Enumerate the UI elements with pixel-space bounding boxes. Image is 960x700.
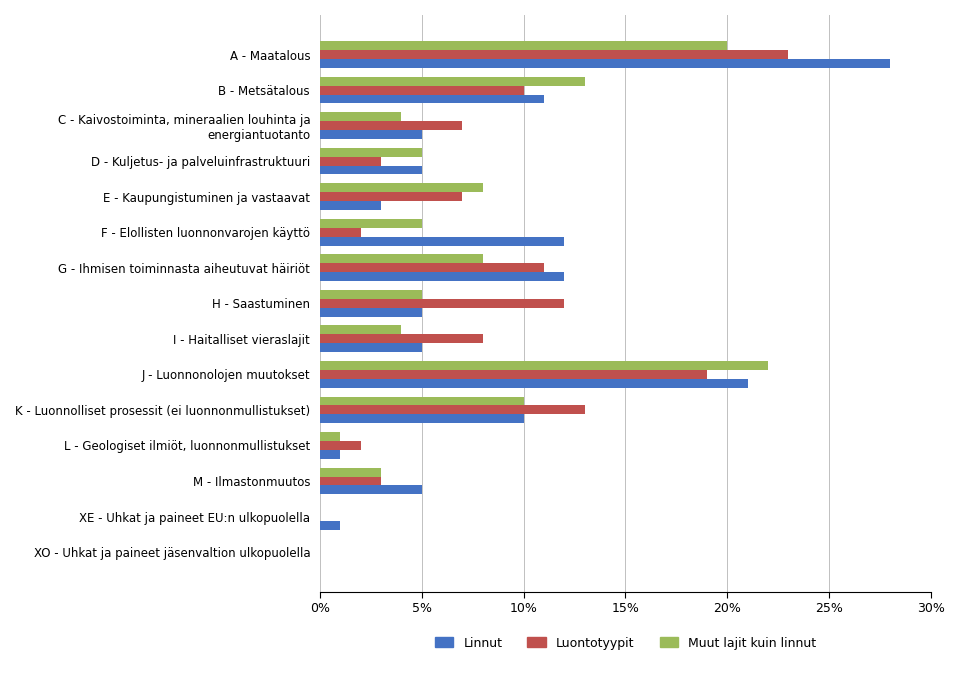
- Bar: [320, 121, 463, 130]
- Bar: [320, 370, 707, 379]
- Bar: [320, 193, 463, 201]
- Bar: [320, 299, 564, 308]
- Bar: [320, 361, 768, 370]
- Bar: [320, 130, 421, 139]
- Bar: [320, 379, 748, 388]
- Bar: [320, 94, 544, 104]
- Bar: [320, 335, 483, 343]
- Bar: [320, 414, 523, 424]
- Bar: [320, 237, 564, 246]
- Bar: [320, 290, 421, 299]
- Legend: Linnut, Luontotyypit, Muut lajit kuin linnut: Linnut, Luontotyypit, Muut lajit kuin li…: [429, 631, 822, 654]
- Bar: [320, 219, 421, 228]
- Bar: [320, 254, 483, 263]
- Bar: [320, 77, 585, 85]
- Bar: [320, 405, 585, 414]
- Bar: [320, 397, 523, 405]
- Bar: [320, 50, 788, 59]
- Bar: [320, 308, 421, 316]
- Bar: [320, 272, 564, 281]
- Bar: [320, 326, 401, 335]
- Bar: [320, 183, 483, 192]
- Bar: [320, 166, 421, 174]
- Bar: [320, 477, 381, 485]
- Bar: [320, 485, 421, 494]
- Bar: [320, 112, 401, 121]
- Bar: [320, 59, 890, 68]
- Bar: [320, 441, 361, 450]
- Bar: [320, 450, 340, 459]
- Bar: [320, 41, 728, 50]
- Bar: [320, 157, 381, 166]
- Bar: [320, 432, 340, 441]
- Bar: [320, 85, 523, 94]
- Bar: [320, 263, 544, 272]
- Bar: [320, 343, 421, 352]
- Bar: [320, 521, 340, 530]
- Bar: [320, 148, 421, 157]
- Bar: [320, 201, 381, 210]
- Bar: [320, 468, 381, 477]
- Bar: [320, 228, 361, 237]
